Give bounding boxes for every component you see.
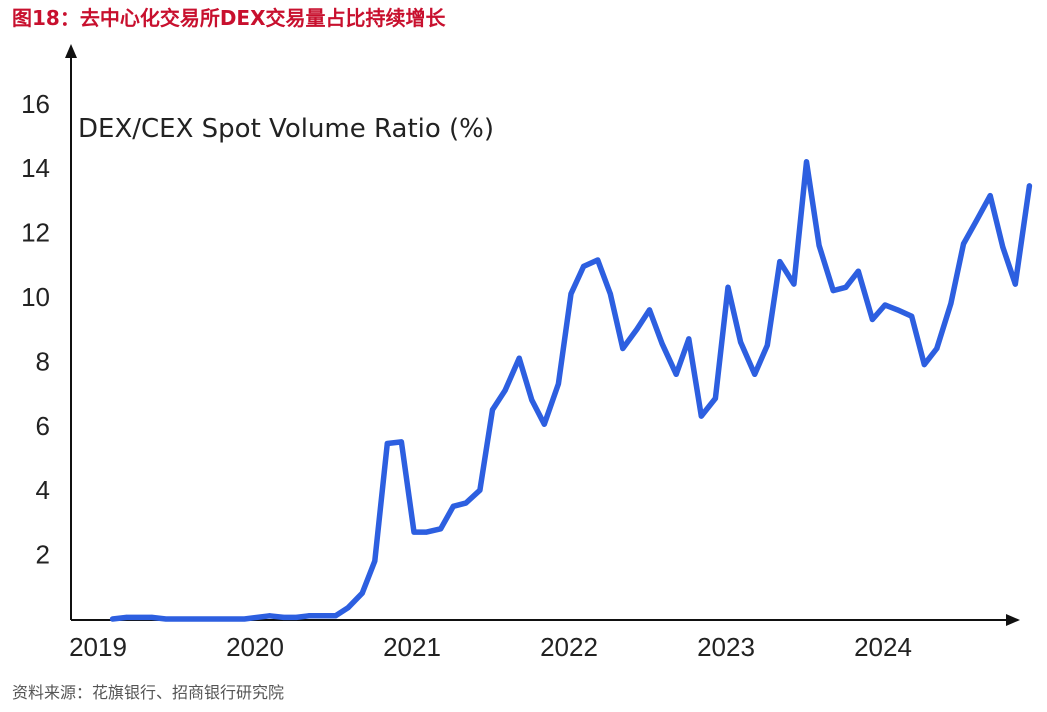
data-point (816, 243, 822, 248)
data-point (764, 342, 770, 348)
data-point (698, 413, 704, 419)
data-point (659, 341, 665, 347)
data-point (490, 407, 495, 413)
data-point (1000, 244, 1006, 250)
figure-title: 图18：去中心化交易所DEX交易量占比持续增长 (12, 6, 446, 30)
data-point (973, 218, 979, 224)
y-axis (65, 44, 77, 620)
x-tick-label: 2019 (69, 632, 127, 662)
data-point (934, 346, 940, 351)
y-tick-label: 10 (21, 282, 50, 312)
series-line (109, 159, 1033, 622)
data-point (215, 616, 221, 622)
data-point (791, 281, 797, 287)
data-point (921, 362, 927, 368)
data-point (634, 326, 640, 332)
x-tick-label: 2022 (540, 632, 598, 662)
data-point (738, 339, 744, 345)
x-tick-label: 2024 (854, 632, 912, 662)
data-point (1026, 183, 1032, 189)
y-tick-label: 2 (36, 540, 50, 570)
data-point (110, 616, 116, 622)
x-tick-label: 2023 (697, 632, 755, 662)
y-axis-arrow (65, 44, 77, 58)
data-point (647, 307, 652, 313)
data-point (686, 336, 692, 342)
data-point (149, 614, 155, 620)
data-point (281, 614, 287, 620)
data-point (372, 558, 378, 564)
x-axis-arrow (1006, 614, 1020, 626)
data-point (163, 616, 169, 622)
data-point (948, 300, 954, 306)
data-point (882, 302, 888, 308)
data-point (502, 387, 508, 393)
data-point (581, 263, 587, 269)
y-tick-label: 16 (21, 89, 50, 119)
data-point (384, 441, 390, 446)
y-tick-label: 14 (21, 153, 50, 183)
data-point (529, 397, 535, 403)
data-point (909, 313, 915, 319)
data-point (777, 259, 783, 265)
data-point (477, 487, 483, 493)
y-tick-labels: 2 4 6 8 10 12 14 16 (21, 89, 50, 570)
data-point (438, 526, 444, 532)
source-note: 资料来源：花旗银行、招商银行研究院 (12, 683, 285, 702)
data-point (804, 159, 809, 165)
y-tick-label: 4 (36, 475, 50, 505)
data-point (241, 616, 247, 622)
data-point (607, 291, 613, 297)
data-point (293, 614, 299, 620)
data-point (398, 439, 404, 445)
y-tick-label: 8 (36, 346, 50, 376)
data-point (752, 371, 758, 377)
data-point (855, 268, 861, 274)
x-tick-label: 2021 (383, 632, 441, 662)
data-point (595, 257, 601, 263)
series-group (109, 159, 1033, 622)
data-point (555, 381, 561, 387)
data-point (450, 503, 456, 509)
data-point (463, 500, 469, 506)
y-tick-label: 6 (36, 411, 50, 441)
data-point (1012, 281, 1018, 287)
y-tick-label: 12 (21, 218, 50, 248)
data-point (320, 613, 326, 619)
data-point (306, 613, 312, 619)
data-point (345, 605, 351, 611)
data-point (987, 193, 993, 199)
data-point (712, 395, 718, 401)
data-point (568, 291, 574, 297)
chart-title: DEX/CEX Spot Volume Ratio (%) (78, 114, 494, 144)
data-point (895, 307, 901, 313)
data-point (411, 529, 417, 535)
data-point (359, 590, 365, 596)
data-point (961, 241, 966, 247)
x-tick-label: 2020 (226, 632, 284, 662)
data-point (673, 371, 679, 377)
data-point (620, 346, 626, 351)
x-tick-labels: 2019 2020 2021 2022 2023 2024 (69, 632, 912, 662)
data-point (124, 614, 130, 620)
data-point (843, 284, 849, 290)
data-point (830, 288, 836, 294)
data-point (333, 613, 338, 619)
data-point (516, 355, 522, 361)
data-point (541, 421, 547, 427)
data-point (725, 284, 731, 290)
data-point (869, 317, 875, 322)
data-point (267, 613, 273, 619)
data-point (424, 529, 430, 535)
data-point (188, 616, 194, 622)
